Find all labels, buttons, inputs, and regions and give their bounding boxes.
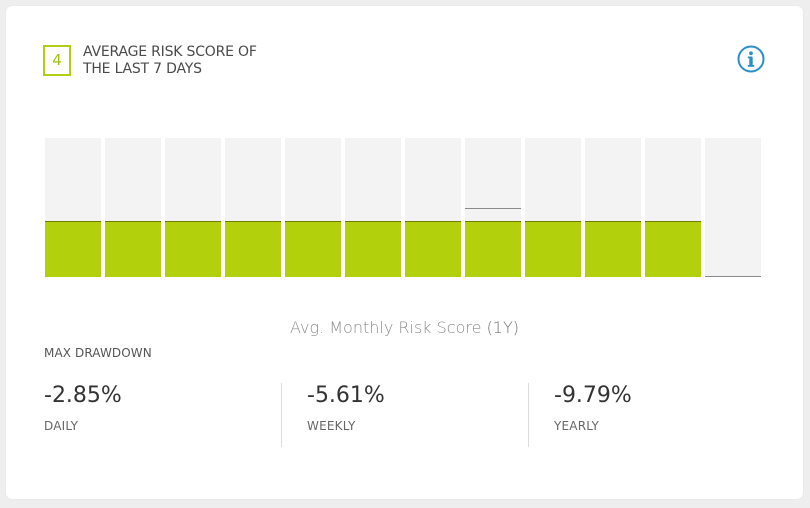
bar-column: [225, 138, 281, 277]
bar-marker: [465, 208, 521, 209]
weekly-drawdown: -5.61% WEEKLY: [307, 383, 385, 449]
risk-score-card: 4 AVERAGE RISK SCORE OF THE LAST 7 DAYS …: [6, 6, 803, 499]
yearly-drawdown-value: -9.79%: [554, 383, 632, 408]
bar-column: [525, 138, 581, 277]
bar: [705, 276, 761, 277]
bar: [405, 221, 461, 277]
stat-divider: [528, 383, 529, 447]
bar-column: [645, 138, 701, 277]
bar: [645, 221, 701, 277]
chart-title: Avg. Monthly Risk Score: [290, 318, 482, 337]
daily-drawdown-label: DAILY: [44, 419, 79, 433]
bar-column: [285, 138, 341, 277]
yearly-drawdown-label: YEARLY: [554, 419, 600, 433]
bar: [285, 221, 341, 277]
bar: [165, 221, 221, 277]
weekly-drawdown-value: -5.61%: [307, 383, 385, 408]
bar-column: [705, 138, 761, 277]
chart-caption: Avg. Monthly Risk Score (1Y): [6, 318, 803, 337]
bar: [465, 221, 521, 277]
stat-divider: [281, 383, 282, 447]
bar-column: [345, 138, 401, 277]
bar-column: [165, 138, 221, 277]
info-icon[interactable]: [737, 45, 765, 73]
weekly-drawdown-label: WEEKLY: [307, 419, 356, 433]
max-drawdown-label: MAX DRAWDOWN: [44, 346, 152, 360]
bar-column: [105, 138, 161, 277]
daily-drawdown: -2.85% DAILY: [44, 383, 122, 449]
daily-drawdown-value: -2.85%: [44, 383, 122, 408]
bar-column: [45, 138, 101, 277]
risk-score-badge: 4: [43, 45, 71, 76]
monthly-risk-bar-chart: [45, 138, 763, 277]
bar: [225, 221, 281, 277]
chart-period: (1Y): [486, 318, 519, 337]
bar-column: [585, 138, 641, 277]
bar: [585, 221, 641, 277]
bar: [525, 221, 581, 277]
bar-column: [405, 138, 461, 277]
bar: [45, 221, 101, 277]
card-title: AVERAGE RISK SCORE OF THE LAST 7 DAYS: [83, 44, 257, 77]
yearly-drawdown: -9.79% YEARLY: [554, 383, 632, 449]
bar: [345, 221, 401, 277]
bar: [105, 221, 161, 277]
bar-column: [465, 138, 521, 277]
